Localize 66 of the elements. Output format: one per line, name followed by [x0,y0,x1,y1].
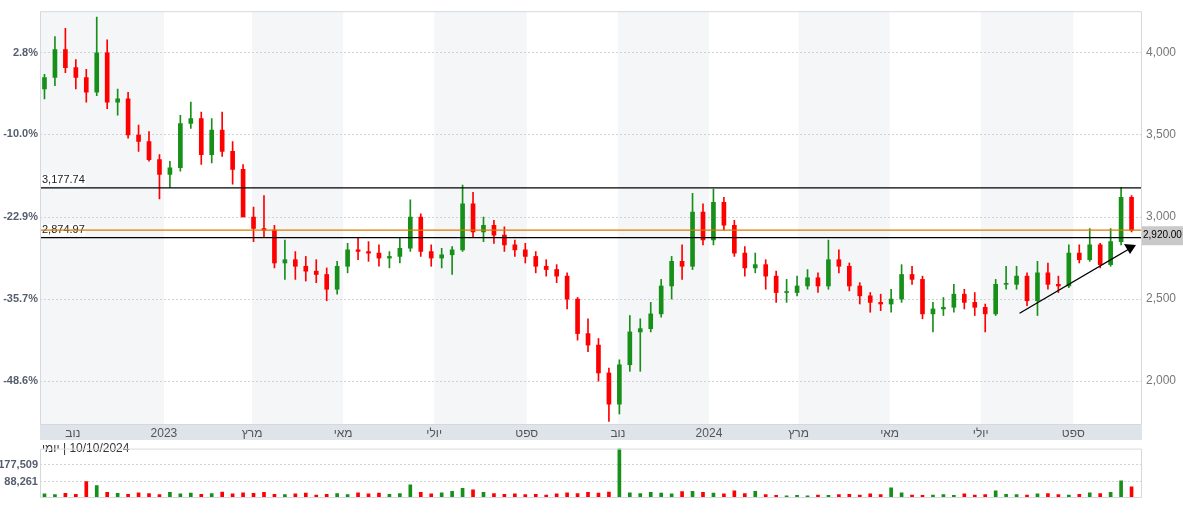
y2-tick-label: -35.7% [3,291,39,304]
bar [837,494,841,498]
bar [878,494,883,498]
bar [94,485,99,498]
bar [586,492,590,498]
bar [889,487,893,498]
y-tick-label: 2,000 [1146,373,1177,388]
candlestick [679,244,685,280]
bar [763,494,768,498]
candlestick [1003,265,1009,290]
annotation: 10/10/2024 | יומי [42,441,130,455]
bar [283,494,287,498]
x-tick-label: ספט [515,425,539,440]
bar [408,484,413,498]
bar [627,492,632,498]
x-tick-label: 2024 [695,425,723,440]
bar [471,489,475,498]
bar [565,492,569,498]
y-tick-label: 3,500 [1146,127,1177,142]
bar [753,490,758,498]
bar [1119,480,1123,498]
candlestick [752,252,758,274]
y-tick-label: 88,261 [4,474,38,487]
bar [680,491,684,498]
bar [105,492,110,498]
candlestick [878,293,884,311]
candlestick [188,101,194,129]
x-tick-label: 2023 [150,425,178,440]
y2-tick-label: 2.8% [12,45,39,58]
x-tick-label: נוב [610,425,626,440]
bar [701,492,705,498]
x-tick-label: מרץ [788,425,809,440]
bar [53,494,57,498]
y-tick-label: 3,000 [1146,209,1177,224]
y-tick-label: 2,500 [1146,291,1177,306]
candlestick [313,259,319,284]
bar [418,492,423,498]
candlestick [439,247,445,269]
x-tick-label: נוב [65,425,81,440]
x-tick-label: יולי [972,425,989,440]
candlestick [972,292,978,316]
candlestick [543,259,549,277]
x-tick-label: ספט [1061,425,1085,440]
bar [648,492,653,498]
y-tick-label: 4,000 [1146,45,1177,60]
y2-tick-label: -48.6% [3,373,39,386]
bar [84,481,89,498]
bar [356,492,360,498]
bar [241,492,245,498]
candlestick [637,318,643,372]
bar [450,490,454,498]
x-tick-label: יולי [426,425,443,440]
ref-line-label: 2,920.00 [1143,229,1183,241]
ref-line-label: 3,177.74 [42,173,85,186]
bar [983,494,988,498]
bar [168,492,172,498]
bar [1087,492,1092,498]
x-tick-label: מאי [333,425,353,440]
bar [523,494,528,498]
x-tick-label: מרץ [241,425,263,440]
bar [439,492,444,498]
y2-tick-label: -22.9% [3,209,39,222]
bar [262,492,266,498]
x-tick-label: מאי [880,425,900,440]
y2-tick-label: -10.0% [3,127,39,140]
candlestick [303,256,309,282]
